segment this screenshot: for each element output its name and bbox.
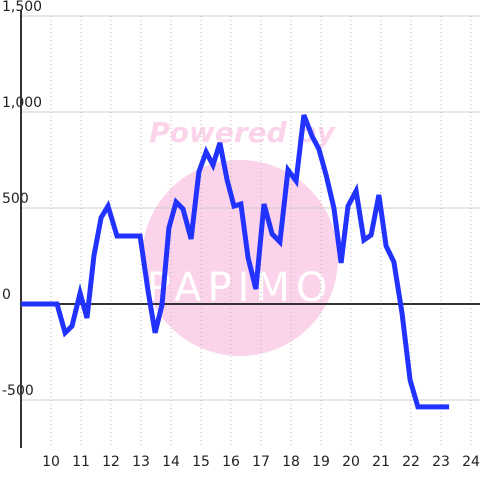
watermark-logo — [142, 160, 338, 356]
x-tick-label: 24 — [462, 454, 480, 470]
y-tick-label: 1,500 — [2, 0, 42, 15]
x-tick-label: 12 — [102, 454, 120, 470]
x-tick-label: 17 — [252, 454, 270, 470]
x-tick-label: 13 — [132, 454, 150, 470]
y-tick-label: 0 — [2, 287, 11, 303]
x-tick-label: 21 — [372, 454, 390, 470]
x-tick-label: 11 — [72, 454, 90, 470]
x-tick-label: 16 — [222, 454, 240, 470]
y-tick-label: 500 — [2, 191, 29, 207]
x-tick-label: 14 — [162, 454, 180, 470]
data-line — [21, 114, 450, 410]
x-tick-label: 23 — [432, 454, 450, 470]
x-tick-label: 22 — [402, 454, 420, 470]
y-tick-label: -500 — [2, 383, 34, 399]
x-tick-label: 10 — [42, 454, 60, 470]
y-tick-label: 1,000 — [2, 95, 42, 111]
x-tick-label: 19 — [312, 454, 330, 470]
x-tick-label: 18 — [282, 454, 300, 470]
x-tick-label: 15 — [192, 454, 210, 470]
x-tick-label: 20 — [342, 454, 360, 470]
